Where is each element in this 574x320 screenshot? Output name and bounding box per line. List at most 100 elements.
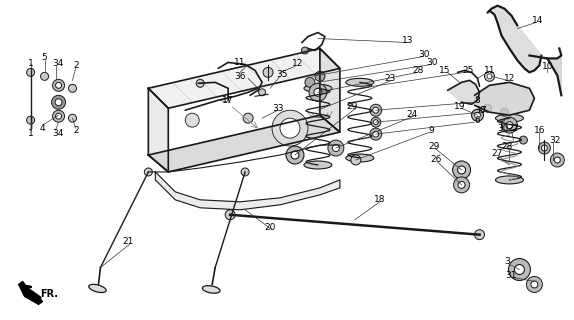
Text: 17: 17: [222, 96, 234, 105]
Text: 14: 14: [532, 16, 543, 25]
Text: 1: 1: [28, 129, 33, 138]
Text: 24: 24: [406, 110, 417, 119]
Circle shape: [314, 88, 322, 96]
Circle shape: [487, 74, 492, 79]
Circle shape: [26, 116, 34, 124]
Circle shape: [501, 108, 509, 116]
Text: 19: 19: [454, 102, 466, 111]
Circle shape: [315, 71, 325, 81]
Text: 22: 22: [508, 124, 519, 132]
Text: 20: 20: [265, 223, 276, 232]
Circle shape: [554, 157, 560, 163]
Circle shape: [309, 83, 327, 101]
Polygon shape: [18, 282, 42, 304]
Circle shape: [483, 104, 491, 112]
Polygon shape: [475, 82, 534, 115]
Circle shape: [305, 77, 315, 87]
Polygon shape: [148, 49, 340, 108]
Text: 21: 21: [123, 237, 134, 246]
Text: 34: 34: [52, 129, 63, 138]
Text: 31: 31: [506, 271, 517, 280]
Text: 6: 6: [475, 116, 480, 125]
Text: 4: 4: [40, 124, 45, 132]
Circle shape: [371, 117, 381, 127]
Text: 32: 32: [550, 136, 561, 145]
Ellipse shape: [346, 154, 374, 162]
Circle shape: [241, 168, 249, 176]
Circle shape: [509, 259, 530, 280]
Text: 9: 9: [429, 126, 435, 135]
Polygon shape: [448, 80, 479, 104]
Circle shape: [370, 104, 382, 116]
Text: 23: 23: [384, 74, 395, 83]
Text: 35: 35: [276, 70, 288, 79]
Circle shape: [196, 79, 204, 87]
Circle shape: [502, 117, 517, 133]
Ellipse shape: [304, 161, 332, 169]
Circle shape: [453, 177, 470, 193]
Ellipse shape: [89, 284, 106, 292]
Text: 15: 15: [439, 66, 451, 75]
Text: 2: 2: [73, 126, 79, 135]
Circle shape: [52, 95, 65, 109]
Text: 5: 5: [42, 53, 48, 62]
Text: 3: 3: [505, 257, 510, 266]
Circle shape: [475, 112, 480, 118]
Circle shape: [457, 166, 466, 174]
Ellipse shape: [202, 286, 220, 293]
Circle shape: [531, 281, 538, 288]
Circle shape: [514, 265, 525, 275]
Circle shape: [351, 155, 361, 165]
Ellipse shape: [495, 176, 523, 184]
Circle shape: [280, 118, 300, 138]
Text: 29: 29: [346, 102, 358, 111]
Circle shape: [225, 210, 235, 220]
Text: 16: 16: [534, 126, 545, 135]
Text: 1: 1: [28, 59, 33, 68]
Text: 25: 25: [462, 66, 473, 75]
Circle shape: [550, 153, 564, 167]
Circle shape: [526, 276, 542, 292]
Text: 12: 12: [292, 59, 304, 68]
Polygon shape: [548, 55, 561, 95]
Circle shape: [291, 151, 299, 159]
Circle shape: [41, 72, 49, 80]
Circle shape: [301, 47, 308, 54]
Text: 30: 30: [498, 124, 509, 132]
Circle shape: [328, 140, 344, 156]
Circle shape: [185, 113, 199, 127]
Circle shape: [56, 82, 61, 88]
Ellipse shape: [304, 84, 332, 92]
Circle shape: [26, 68, 34, 76]
Circle shape: [506, 122, 513, 129]
Polygon shape: [156, 172, 340, 210]
Text: 13: 13: [402, 36, 413, 45]
Circle shape: [258, 89, 266, 96]
Circle shape: [53, 110, 64, 122]
Circle shape: [373, 120, 378, 125]
Polygon shape: [148, 88, 168, 172]
Text: 27: 27: [492, 148, 503, 157]
Text: 33: 33: [272, 104, 284, 113]
Text: 11: 11: [484, 66, 495, 75]
Circle shape: [519, 136, 528, 144]
Text: 30: 30: [474, 106, 485, 115]
Text: 28: 28: [412, 66, 424, 75]
Text: FR.: FR.: [41, 289, 59, 300]
Circle shape: [541, 145, 548, 151]
Circle shape: [55, 99, 62, 106]
Polygon shape: [148, 115, 340, 172]
Circle shape: [538, 142, 550, 154]
Text: 11: 11: [234, 58, 246, 67]
Text: 2: 2: [73, 61, 79, 70]
Text: 7: 7: [480, 106, 486, 115]
Polygon shape: [487, 6, 541, 72]
Circle shape: [373, 131, 379, 137]
Circle shape: [144, 168, 152, 176]
Text: 28: 28: [502, 141, 513, 151]
Ellipse shape: [495, 114, 523, 122]
Circle shape: [56, 113, 61, 119]
Text: 10: 10: [542, 62, 553, 71]
Text: 30: 30: [426, 58, 437, 67]
Ellipse shape: [346, 78, 374, 86]
